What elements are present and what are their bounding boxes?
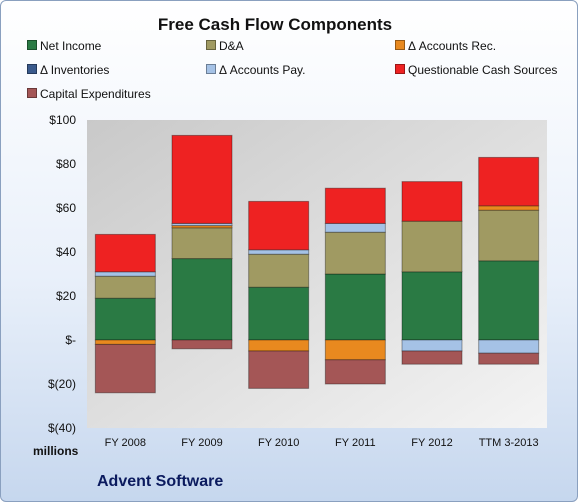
- bar-segment: [248, 249, 310, 255]
- bar-segment: [324, 187, 386, 224]
- bar-segment: [478, 260, 540, 341]
- y-tick-label: $(40): [48, 421, 76, 435]
- bar-segment: [171, 339, 233, 350]
- bar-segment: [401, 181, 463, 222]
- bar-segment: [94, 297, 156, 341]
- bar-segment: [248, 200, 310, 251]
- legend-swatch: [395, 64, 405, 74]
- bar-segment: [94, 233, 156, 273]
- y-tick-label: $-: [65, 333, 76, 347]
- legend-item: Δ Accounts Pay.: [206, 63, 306, 77]
- bar-segment: [324, 359, 386, 385]
- bar-segment: [171, 227, 233, 260]
- x-tick-label: FY 2009: [181, 437, 222, 449]
- x-tick-label: FY 2012: [411, 437, 452, 449]
- bar-segment: [94, 271, 156, 277]
- bar-segment: [324, 231, 386, 275]
- legend-label: Net Income: [40, 39, 102, 53]
- legend-label: D&A: [219, 39, 244, 53]
- legend-label: Δ Accounts Pay.: [219, 63, 306, 77]
- bar-segment: [248, 286, 310, 341]
- bar-segment: [324, 339, 386, 361]
- bar-segment: [248, 339, 310, 352]
- bar-segment: [248, 350, 310, 389]
- bar-segment: [478, 352, 540, 365]
- y-tick-label: $40: [56, 245, 76, 259]
- bar-segment: [478, 205, 540, 211]
- y-tick-label: $60: [56, 201, 76, 215]
- legend-item: Questionable Cash Sources: [395, 63, 557, 77]
- bar-segment: [401, 350, 463, 365]
- x-tick-label: FY 2011: [335, 437, 376, 449]
- y-tick-label: $(20): [48, 377, 76, 391]
- bar-segment: [401, 220, 463, 273]
- legend-swatch: [206, 40, 216, 50]
- y-tick-label: $80: [56, 157, 76, 171]
- legend-label: Δ Accounts Rec.: [408, 39, 497, 53]
- bar-segment: [94, 275, 156, 299]
- legend-swatch: [395, 40, 405, 50]
- legend-item: Δ Inventories: [27, 63, 109, 77]
- bar-segment: [171, 134, 233, 224]
- x-tick-label: FY 2008: [105, 437, 146, 449]
- legend-label: Capital Expenditures: [40, 87, 151, 101]
- bar-segment: [324, 273, 386, 341]
- bar-segment: [171, 258, 233, 341]
- unit-label: millions: [33, 444, 79, 458]
- plot-area: [87, 120, 547, 428]
- legend-item: Capital Expenditures: [27, 87, 151, 101]
- legend-item: D&A: [206, 39, 244, 53]
- bar-segment: [94, 343, 156, 394]
- legend-label: Questionable Cash Sources: [408, 63, 558, 77]
- legend-swatch: [27, 88, 37, 98]
- legend-item: Δ Accounts Rec.: [395, 39, 496, 53]
- legend-swatch: [27, 40, 37, 50]
- bar-segment: [478, 209, 540, 262]
- bar-segment: [324, 222, 386, 233]
- bar-segment: [248, 253, 310, 288]
- bar-segment: [478, 156, 540, 207]
- y-tick-label: $20: [56, 289, 76, 303]
- y-tick-label: $100: [49, 113, 76, 127]
- bar-segment: [401, 339, 463, 352]
- bar-segment: [401, 271, 463, 341]
- bar-segment: [478, 339, 540, 354]
- legend-swatch: [27, 64, 37, 74]
- bar-segment: [171, 225, 233, 229]
- chart-title: Free Cash Flow Components: [157, 15, 393, 34]
- bar-segment: [94, 339, 156, 345]
- company-label: Advent Software: [97, 473, 224, 490]
- legend-label: Δ Inventories: [40, 63, 110, 77]
- legend-swatch: [206, 64, 216, 74]
- legend-item: Net Income: [27, 39, 101, 53]
- x-tick-label: FY 2010: [258, 437, 299, 449]
- x-tick-label: TTM 3-2013: [479, 437, 539, 449]
